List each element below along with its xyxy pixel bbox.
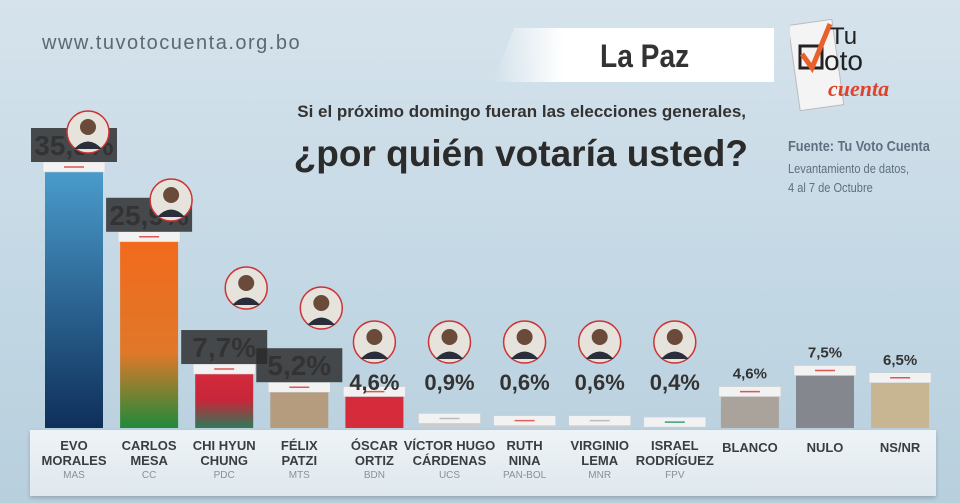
candidate-name-line1: VIRGINIO (570, 438, 629, 453)
bar (796, 373, 854, 428)
candidate-photo-head (591, 329, 608, 345)
candidate-photo-body (307, 317, 336, 325)
candidate-name-line1: ÓSCAR (351, 438, 399, 453)
source-note: Fuente: Tu Voto Cuenta Levantamiento de … (788, 138, 955, 197)
value-label: 7,5% (808, 344, 842, 361)
candidate-name-line1: FÉLIX (281, 438, 318, 453)
party-label: FPV (665, 470, 685, 481)
bar (195, 372, 254, 428)
party-label: PDC (214, 470, 235, 481)
candidate-name-line2: CÁRDENAS (413, 453, 487, 468)
value-label: 5,2% (267, 350, 331, 381)
question-line-1: Si el próximo domingo fueran las eleccio… (297, 102, 746, 121)
value-label: 7,7% (192, 332, 256, 363)
candidate-name-line2: LEMA (581, 453, 618, 468)
website-url: www.tuvotocuenta.org.bo (42, 32, 302, 54)
source-line-1: Fuente: Tu Voto Cuenta (788, 138, 930, 155)
question-line-2: ¿por quién votaría usted? (293, 133, 748, 174)
candidate-photo-head (80, 119, 96, 135)
source-line-3: 4 al 7 de Octubre (788, 180, 873, 195)
candidate-name-line1: EVO (60, 438, 87, 453)
candidate-name-line2: ORTIZ (355, 453, 394, 468)
value-label: 0,4% (650, 370, 700, 395)
region-title: La Paz (600, 38, 690, 74)
candidate-name-line2: PATZI (281, 453, 317, 468)
candidate-name-line1: CHI HYUN (193, 438, 256, 453)
candidate-photo-body (585, 351, 614, 359)
candidate-photo-head (666, 329, 683, 345)
svg-text:cuenta: cuenta (828, 76, 889, 101)
party-label: MTS (289, 470, 310, 481)
candidate-name-line2: MORALES (42, 453, 107, 468)
candidate-photo-head (516, 329, 533, 345)
candidate-photo-body (360, 351, 389, 359)
candidate-name-line1: RUTH (507, 438, 543, 453)
value-label-bg (181, 330, 268, 365)
party-label: UCS (439, 470, 460, 481)
candidate-photo-body (660, 351, 689, 359)
bar (120, 239, 179, 428)
candidate-name-line1: ISRAEL (651, 438, 699, 453)
candidate-photo-head (313, 295, 330, 311)
candidate-name-line2: RODRÍGUEZ (636, 453, 714, 468)
value-label: 0,9% (424, 370, 474, 395)
tu-voto-cuenta-logo: Tu oto cuenta (790, 18, 889, 112)
svg-text:oto: oto (824, 45, 863, 76)
candidate-name-line1: VÍCTOR HUGO (404, 438, 496, 453)
candidate-photo-body (510, 351, 539, 359)
value-label: 0,6% (575, 370, 625, 395)
party-label: PAN-BOL (503, 470, 547, 481)
svg-text:Tu: Tu (830, 23, 857, 50)
candidate-photo-head (366, 329, 383, 345)
bar (45, 170, 103, 428)
candidate-photo-head (238, 275, 255, 291)
candidate-photo-head (163, 187, 180, 203)
candidate-photo-body (232, 297, 261, 305)
bar (345, 394, 404, 428)
candidate-photo-head (441, 329, 458, 345)
party-label: MAS (63, 470, 85, 481)
region-banner (492, 28, 774, 82)
party-label: BDN (364, 470, 385, 481)
bar (720, 394, 779, 428)
candidate-photo-body (157, 209, 186, 217)
value-label: 6,5% (883, 352, 917, 369)
category-label: BLANCO (722, 440, 778, 455)
category-label: NULO (807, 440, 844, 455)
party-label: CC (142, 470, 156, 481)
party-label: MNR (588, 470, 611, 481)
candidate-name-line1: CARLOS (122, 438, 177, 453)
bar (420, 421, 479, 428)
candidate-photo-body (435, 351, 464, 359)
labels-panel (30, 430, 936, 496)
candidate-name-line2: CHUNG (200, 453, 248, 468)
bar (270, 390, 329, 428)
source-line-2: Levantamiento de datos, (788, 161, 910, 176)
bar (871, 380, 930, 428)
category-label: NS/NR (880, 440, 921, 455)
value-label: 0,6% (500, 370, 550, 395)
candidate-name-line2: NINA (509, 453, 541, 468)
candidate-photo-body (74, 141, 102, 149)
value-label: 4,6% (733, 366, 767, 383)
value-label: 4,6% (349, 370, 399, 395)
candidate-name-line2: MESA (130, 453, 168, 468)
value-label-bg (256, 348, 343, 383)
